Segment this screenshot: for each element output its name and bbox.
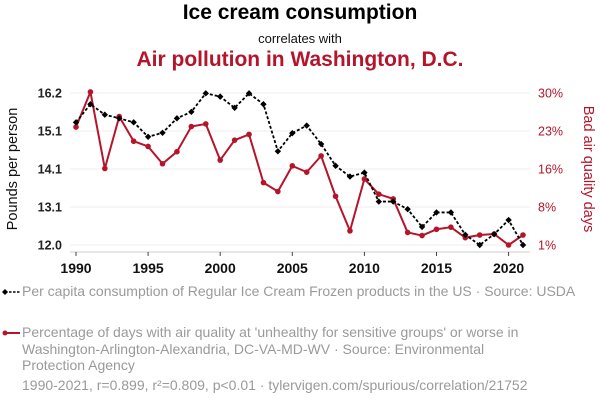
y-tick-label-left: 16.2 (38, 87, 62, 101)
data-point (202, 121, 209, 127)
data-point (404, 229, 411, 236)
x-tick-label: 2005 (277, 260, 308, 276)
data-point (174, 148, 180, 155)
data-point (231, 137, 238, 143)
y-tick-label-right: 16% (538, 163, 563, 177)
data-point (116, 115, 123, 122)
data-point (519, 241, 527, 249)
y-tick-label-right: 1% (538, 239, 556, 253)
data-point (260, 101, 267, 108)
data-point (289, 163, 296, 169)
legend-item-ice-cream: Per capita consumption of Regular Ice Cr… (22, 283, 582, 300)
data-point (361, 176, 368, 182)
legend-marker-ice-cream (2, 289, 20, 295)
y-axis-right-ticks: 1% 8% 16% 23% 30% (538, 87, 563, 253)
data-point (159, 160, 166, 167)
diamond-marker-icon (2, 289, 8, 295)
chart-title: Ice cream consumption (182, 1, 418, 24)
y-tick-label-right: 30% (538, 87, 563, 101)
data-point (245, 90, 253, 97)
data-point (447, 209, 455, 216)
x-tick-label: 2015 (421, 260, 452, 276)
x-tick-label: 2000 (205, 260, 236, 276)
x-tick-label: 2010 (349, 260, 380, 276)
y-tick-label-left: 14.1 (38, 163, 62, 177)
data-point (130, 119, 137, 126)
data-point (87, 89, 94, 95)
data-point (433, 209, 440, 216)
data-point (448, 224, 454, 230)
data-point (490, 230, 498, 238)
data-point (419, 232, 425, 239)
data-point (289, 129, 296, 137)
data-point (375, 198, 383, 205)
data-point (476, 241, 483, 249)
chart-connector-text: correlates with (258, 31, 342, 46)
data-point (303, 169, 310, 175)
data-point (217, 157, 223, 163)
data-point (376, 191, 382, 197)
data-point (202, 90, 209, 97)
data-point (505, 216, 512, 224)
gridlines (70, 92, 530, 246)
data-point (260, 179, 267, 186)
data-point (275, 188, 281, 195)
data-point (347, 228, 353, 234)
data-point (145, 143, 151, 150)
data-point (390, 198, 397, 205)
data-point (418, 223, 426, 231)
data-point (144, 133, 152, 140)
data-point (505, 242, 512, 248)
data-point (87, 101, 94, 108)
y-axis-left-ticks: 12.0 13.1 14.1 15.1 16.2 (38, 87, 62, 253)
data-point (102, 165, 108, 172)
legend-marker-air-pollution (2, 330, 20, 336)
x-tick-label: 1990 (60, 260, 91, 276)
y-axis-left-title: Pounds per person (5, 108, 21, 231)
data-point (159, 129, 166, 137)
data-point (476, 232, 483, 238)
y-tick-label-right: 8% (538, 201, 556, 215)
chart-footer-stats: 1990-2021, r=0.899, r²=0.809, p<0.01 · t… (22, 377, 528, 393)
x-axis: 1990 1995 2000 2005 2010 2015 2020 (60, 251, 530, 276)
legend-item-air-pollution: Percentage of days with air quality at '… (22, 324, 542, 374)
y-tick-label-left: 13.1 (38, 201, 62, 215)
data-point (332, 193, 339, 200)
data-point (332, 162, 339, 169)
y-tick-label-left: 15.1 (38, 125, 62, 139)
data-point (404, 205, 411, 213)
y-axis-right-title: Bad air quality days (580, 106, 596, 233)
data-point (231, 104, 238, 112)
data-point (188, 123, 195, 130)
data-point (462, 231, 469, 239)
data-point (346, 173, 354, 180)
data-point (433, 226, 440, 233)
data-point (520, 232, 526, 238)
y-tick-label-left: 12.0 (38, 239, 62, 253)
data-point (317, 140, 325, 148)
data-point (72, 119, 80, 126)
data-point (318, 153, 324, 159)
series-line (75, 90, 524, 246)
data-point (361, 169, 368, 176)
dot-marker-icon (2, 330, 8, 336)
data-point (188, 108, 195, 116)
legend-label: Per capita consumption of Regular Ice Cr… (22, 283, 576, 299)
data-point (73, 124, 79, 130)
data-point (274, 148, 282, 155)
data-point (173, 115, 181, 122)
chart-subtitle: Air pollution in Washington, D.C. (136, 48, 464, 71)
data-point (216, 93, 224, 100)
series-ice-cream (72, 90, 527, 249)
legend-label: Percentage of days with air quality at '… (22, 324, 519, 373)
x-tick-label: 1995 (133, 260, 164, 276)
data-point (246, 131, 252, 138)
x-tick-label: 2020 (493, 260, 524, 276)
data-point (303, 122, 310, 129)
y-tick-label-right: 23% (538, 125, 563, 139)
data-point (101, 111, 109, 118)
series-air-pollution (73, 89, 526, 248)
data-point (130, 138, 137, 145)
